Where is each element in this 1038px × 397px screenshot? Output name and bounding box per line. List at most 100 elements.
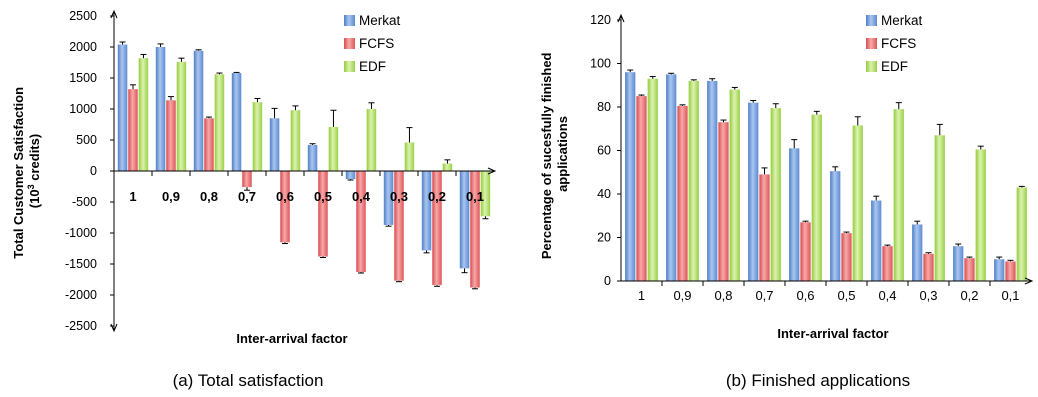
bar-merkat bbox=[383, 171, 394, 225]
bar-merkat bbox=[345, 171, 356, 180]
bar-edf bbox=[442, 163, 453, 171]
y-tick-label: 1000 bbox=[69, 102, 97, 116]
bar-merkat bbox=[748, 102, 759, 282]
y-axis-arrow bbox=[617, 13, 625, 23]
chart-b-categories: 1 0,9 0,8 0,7 0,6 0,5 0,4 0,3 0,2 0,1 bbox=[638, 288, 1020, 303]
legend-label-edf: EDF bbox=[881, 59, 908, 74]
bar-fcfs bbox=[356, 171, 366, 273]
chart-b-bars bbox=[625, 69, 1027, 282]
chart-b-y-ticks: 0 20 40 60 80 100 120 bbox=[590, 13, 621, 288]
x-tick-label: 0,3 bbox=[919, 288, 937, 303]
bar-edf bbox=[688, 80, 699, 282]
x-tick-label: 0,6 bbox=[276, 189, 294, 204]
bar-edf bbox=[852, 125, 863, 281]
chart-b-ylabel: Percentage of sucesfully finished applic… bbox=[539, 49, 570, 259]
bar-merkat bbox=[994, 259, 1005, 281]
bar-merkat bbox=[707, 80, 718, 282]
legend-swatch-edf bbox=[344, 61, 355, 72]
x-tick-label: 0,6 bbox=[796, 288, 814, 303]
x-tick-label: 0,1 bbox=[1001, 288, 1019, 303]
y-tick-label: 20 bbox=[597, 231, 611, 245]
bar-fcfs bbox=[242, 171, 252, 188]
bar-edf bbox=[1016, 187, 1027, 281]
x-tick-label: 0,3 bbox=[390, 189, 408, 204]
legend-label-fcfs: FCFS bbox=[881, 36, 916, 51]
bar-merkat bbox=[789, 148, 800, 281]
bar-edf bbox=[290, 110, 301, 171]
y-tick-label: 0 bbox=[90, 164, 97, 178]
y-axis-arrow-down bbox=[110, 323, 118, 333]
chart-a-categories: 1 0,9 0,8 0,7 0,6 0,5 0,4 0,3 0,2 0,1 bbox=[129, 189, 484, 204]
legend-swatch-fcfs bbox=[866, 38, 877, 49]
bar-fcfs bbox=[718, 122, 729, 281]
bar-merkat bbox=[953, 246, 964, 281]
y-tick-label: 40 bbox=[597, 187, 611, 201]
bar-fcfs bbox=[882, 246, 893, 281]
bar-merkat bbox=[459, 171, 470, 269]
bar-edf bbox=[404, 142, 415, 171]
legend-swatch-merkat bbox=[344, 15, 355, 26]
legend-label-merkat: Merkat bbox=[881, 13, 923, 28]
chart-a-ylabel-line2: (103 credits) bbox=[26, 134, 42, 208]
bar-edf bbox=[811, 114, 822, 281]
chart-a-xlabel: Inter-arrival factor bbox=[236, 331, 347, 346]
bar-fcfs bbox=[800, 222, 811, 281]
y-tick-label: 2500 bbox=[69, 9, 97, 23]
legend-swatch-merkat bbox=[866, 15, 877, 26]
x-tick-label: 0,7 bbox=[238, 189, 256, 204]
chart-b-xlabel: Inter-arrival factor bbox=[777, 326, 888, 341]
legend-swatch-edf bbox=[866, 61, 877, 72]
bar-fcfs bbox=[394, 171, 404, 281]
bar-edf bbox=[893, 109, 904, 281]
bar-edf bbox=[729, 89, 740, 281]
bar-fcfs bbox=[923, 253, 934, 281]
bar-merkat bbox=[625, 72, 636, 281]
x-tick-label: 0,7 bbox=[755, 288, 773, 303]
chart-a-y-ticks: -2500 -2000 -1500 -1000 -500 0 500 1000 1500 2000… bbox=[65, 9, 114, 333]
y-axis-arrow bbox=[110, 9, 118, 19]
x-tick-label: 0,8 bbox=[714, 288, 732, 303]
chart-b-caption: (b) Finished applications bbox=[726, 371, 910, 390]
bar-edf bbox=[176, 61, 187, 171]
x-tick-label: 1 bbox=[638, 288, 645, 303]
legend-label-edf: EDF bbox=[359, 59, 386, 74]
bar-edf bbox=[214, 74, 225, 171]
bar-fcfs bbox=[677, 105, 688, 281]
y-tick-label: -1500 bbox=[65, 257, 97, 271]
bar-fcfs bbox=[318, 171, 328, 257]
x-axis-arrow bbox=[1024, 277, 1034, 285]
chart-b-legend: Merkat FCFS EDF bbox=[866, 13, 923, 74]
y-tick-label: 500 bbox=[76, 133, 97, 147]
y-tick-label: -500 bbox=[72, 195, 97, 209]
legend-swatch-fcfs bbox=[344, 38, 355, 49]
bar-edf bbox=[252, 102, 263, 171]
x-axis-arrow bbox=[487, 167, 497, 175]
bar-merkat bbox=[269, 118, 280, 171]
x-tick-label: 0,2 bbox=[428, 189, 446, 204]
y-tick-label: 100 bbox=[590, 57, 611, 71]
bar-fcfs bbox=[1005, 261, 1016, 281]
x-tick-label: 0,4 bbox=[352, 189, 371, 204]
legend-label-merkat: Merkat bbox=[359, 13, 401, 28]
x-tick-label: 0,8 bbox=[200, 189, 218, 204]
bar-fcfs bbox=[841, 233, 852, 281]
y-tick-label: 1500 bbox=[69, 71, 97, 85]
bar-edf bbox=[934, 135, 945, 281]
chart-b-axes bbox=[617, 13, 1034, 286]
bar-edf bbox=[366, 109, 377, 171]
bar-edf bbox=[138, 58, 149, 171]
chart-a-bars bbox=[117, 41, 491, 290]
y-tick-label: -1000 bbox=[65, 226, 97, 240]
bar-fcfs bbox=[128, 89, 138, 171]
x-tick-label: 0,1 bbox=[466, 189, 484, 204]
bar-merkat bbox=[666, 74, 677, 281]
chart-finished: Percentage of sucesfully finished applic… bbox=[539, 13, 1034, 390]
bar-merkat bbox=[155, 47, 166, 171]
bar-merkat bbox=[117, 44, 128, 171]
chart-a-ylabel: Total Customer Satisfaction (103 credits… bbox=[11, 83, 42, 258]
x-tick-label: 0,9 bbox=[673, 288, 691, 303]
bar-merkat bbox=[193, 50, 204, 171]
chart-satisfaction: Total Customer Satisfaction (103 credits… bbox=[11, 9, 497, 390]
x-tick-label: 0,4 bbox=[878, 288, 896, 303]
